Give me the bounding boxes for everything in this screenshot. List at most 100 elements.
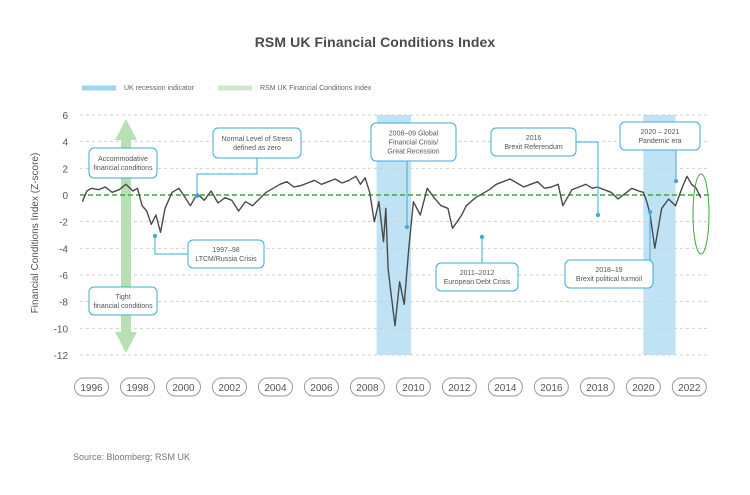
y-tick-label: 0	[62, 191, 68, 202]
callout-border	[88, 286, 158, 316]
callout-box: 2011–2012 European Debt Crisis	[435, 262, 519, 292]
y-tick-label: -12	[54, 351, 69, 362]
callout-border	[435, 262, 519, 292]
year-pill: 2018	[579, 377, 615, 397]
y-tick-label: 4	[62, 138, 68, 149]
year-pill-border	[395, 377, 431, 397]
y-axis-label: Financial Conditions Index (Z-score)	[30, 153, 41, 314]
legend-label-fci: RSM UK Financial Conditions Index	[260, 85, 372, 92]
x-axis-year-pills: 1996 1998 2000 2002 2004 2006 2008 2010 2012 2014…	[73, 377, 707, 397]
callout-text: 1997–98	[212, 247, 239, 254]
callout-box: 2008–09 Global Financial Crisis/Great Rec…	[370, 122, 457, 162]
arrow-shaft	[121, 138, 131, 338]
arrow-head-up	[115, 119, 137, 140]
callout-text: European Debt Crisis	[444, 279, 511, 286]
callout-border	[490, 127, 577, 157]
year-pill: 2022	[671, 377, 707, 397]
year-pill: 2016	[533, 377, 569, 397]
callout-leader	[154, 236, 188, 255]
year-tick-label: 2018	[586, 383, 609, 394]
year-pill-border	[211, 377, 247, 397]
callout-box: 1997–98 LTCM/Russia Crisis	[187, 239, 265, 269]
year-pill: 2020	[625, 377, 661, 397]
year-tick-label: 1996	[80, 383, 103, 394]
y-tick-label: 2	[62, 164, 68, 175]
y-axis-ticks: 6 4 2 0 -2 -4 -6 -8 -10 -12	[54, 111, 69, 362]
year-pill: 2014	[487, 377, 523, 397]
y-tick-label: -4	[59, 244, 68, 255]
callout-box: 2018–19 Brexit political turmoil	[564, 259, 654, 289]
chart-title: RSM UK Financial Conditions Index	[254, 34, 496, 50]
year-tick-label: 2020	[632, 383, 655, 394]
callout-border	[88, 147, 158, 179]
callout-text: Brexit Referendum	[504, 144, 563, 151]
callout-text: financial conditions	[93, 303, 153, 310]
callout-leader	[196, 158, 258, 196]
year-tick-label: 1998	[126, 383, 149, 394]
arrow-head-down	[115, 332, 137, 353]
legend-label-recession: UK recession indicator	[124, 85, 195, 92]
conditions-arrow	[115, 119, 137, 353]
callout-border	[187, 239, 265, 269]
year-pill-border	[671, 377, 707, 397]
callout-text: Pandemic era	[638, 138, 681, 145]
year-pill-border	[533, 377, 569, 397]
year-pill-border	[119, 377, 155, 397]
y-tick-label: -2	[59, 218, 68, 229]
y-tick-label: -6	[59, 271, 68, 282]
year-pill: 2002	[211, 377, 247, 397]
callout-text: 2018–19	[595, 267, 622, 274]
y-tick-label: -10	[54, 324, 69, 335]
year-tick-label: 2006	[310, 383, 333, 394]
callout-text: Normal Level of Stress	[222, 136, 293, 143]
callout-text: LTCM/Russia Crisis	[195, 256, 257, 263]
y-tick-label: -8	[59, 298, 68, 309]
callout-leader	[576, 141, 599, 215]
year-tick-label: 2010	[402, 383, 425, 394]
year-tick-label: 2022	[678, 383, 701, 394]
year-pill-border	[579, 377, 615, 397]
callout-border	[564, 259, 654, 289]
callout-marker	[479, 234, 485, 240]
year-pill: 1996	[73, 377, 109, 397]
index-series	[81, 173, 710, 327]
callout-text: 2016	[526, 135, 542, 142]
year-pill-border	[303, 377, 339, 397]
callout-border	[370, 122, 457, 162]
year-pill: 2004	[257, 377, 293, 397]
callout-marker	[647, 209, 653, 215]
year-tick-label: 2000	[172, 383, 195, 394]
year-pill-border	[441, 377, 477, 397]
callout-text: Accommodative	[98, 156, 148, 163]
y-tick-label: 6	[62, 111, 68, 122]
callout-text: defined as zero	[233, 145, 281, 152]
index-line	[81, 175, 702, 327]
callout-marker	[673, 178, 679, 184]
callout-text: financial conditions	[93, 165, 153, 172]
year-pill-border	[73, 377, 109, 397]
callout-text: 2008–09 Global	[389, 131, 439, 138]
callout-marker	[404, 224, 410, 230]
callout-text: Brexit political turmoil	[576, 276, 643, 283]
year-tick-label: 2002	[218, 383, 241, 394]
callout-text: Great Recession	[387, 149, 439, 156]
year-pill: 1998	[119, 377, 155, 397]
year-pill-border	[625, 377, 661, 397]
year-pill-border	[349, 377, 385, 397]
callout-box: 2016 Brexit Referendum	[490, 127, 577, 157]
legend: UK recession indicator RSM UK Financial C…	[82, 85, 372, 92]
callout-box: 2020 – 2021 Pandemic era	[619, 121, 701, 151]
year-pill: 2012	[441, 377, 477, 397]
year-tick-label: 2016	[540, 383, 563, 394]
callout-border	[212, 127, 302, 159]
callout-text: 2011–2012	[460, 270, 495, 277]
recession-band-1	[643, 115, 676, 355]
callout-marker	[595, 212, 601, 218]
year-tick-label: 2008	[356, 383, 379, 394]
callout-box: Normal Level of Stress defined as zero	[212, 127, 302, 159]
year-tick-label: 2014	[494, 383, 517, 394]
year-pill-border	[257, 377, 293, 397]
source-note: Source: Bloomberg; RSM UK	[73, 452, 191, 462]
callout-text: Financial Crisis/	[389, 140, 438, 147]
